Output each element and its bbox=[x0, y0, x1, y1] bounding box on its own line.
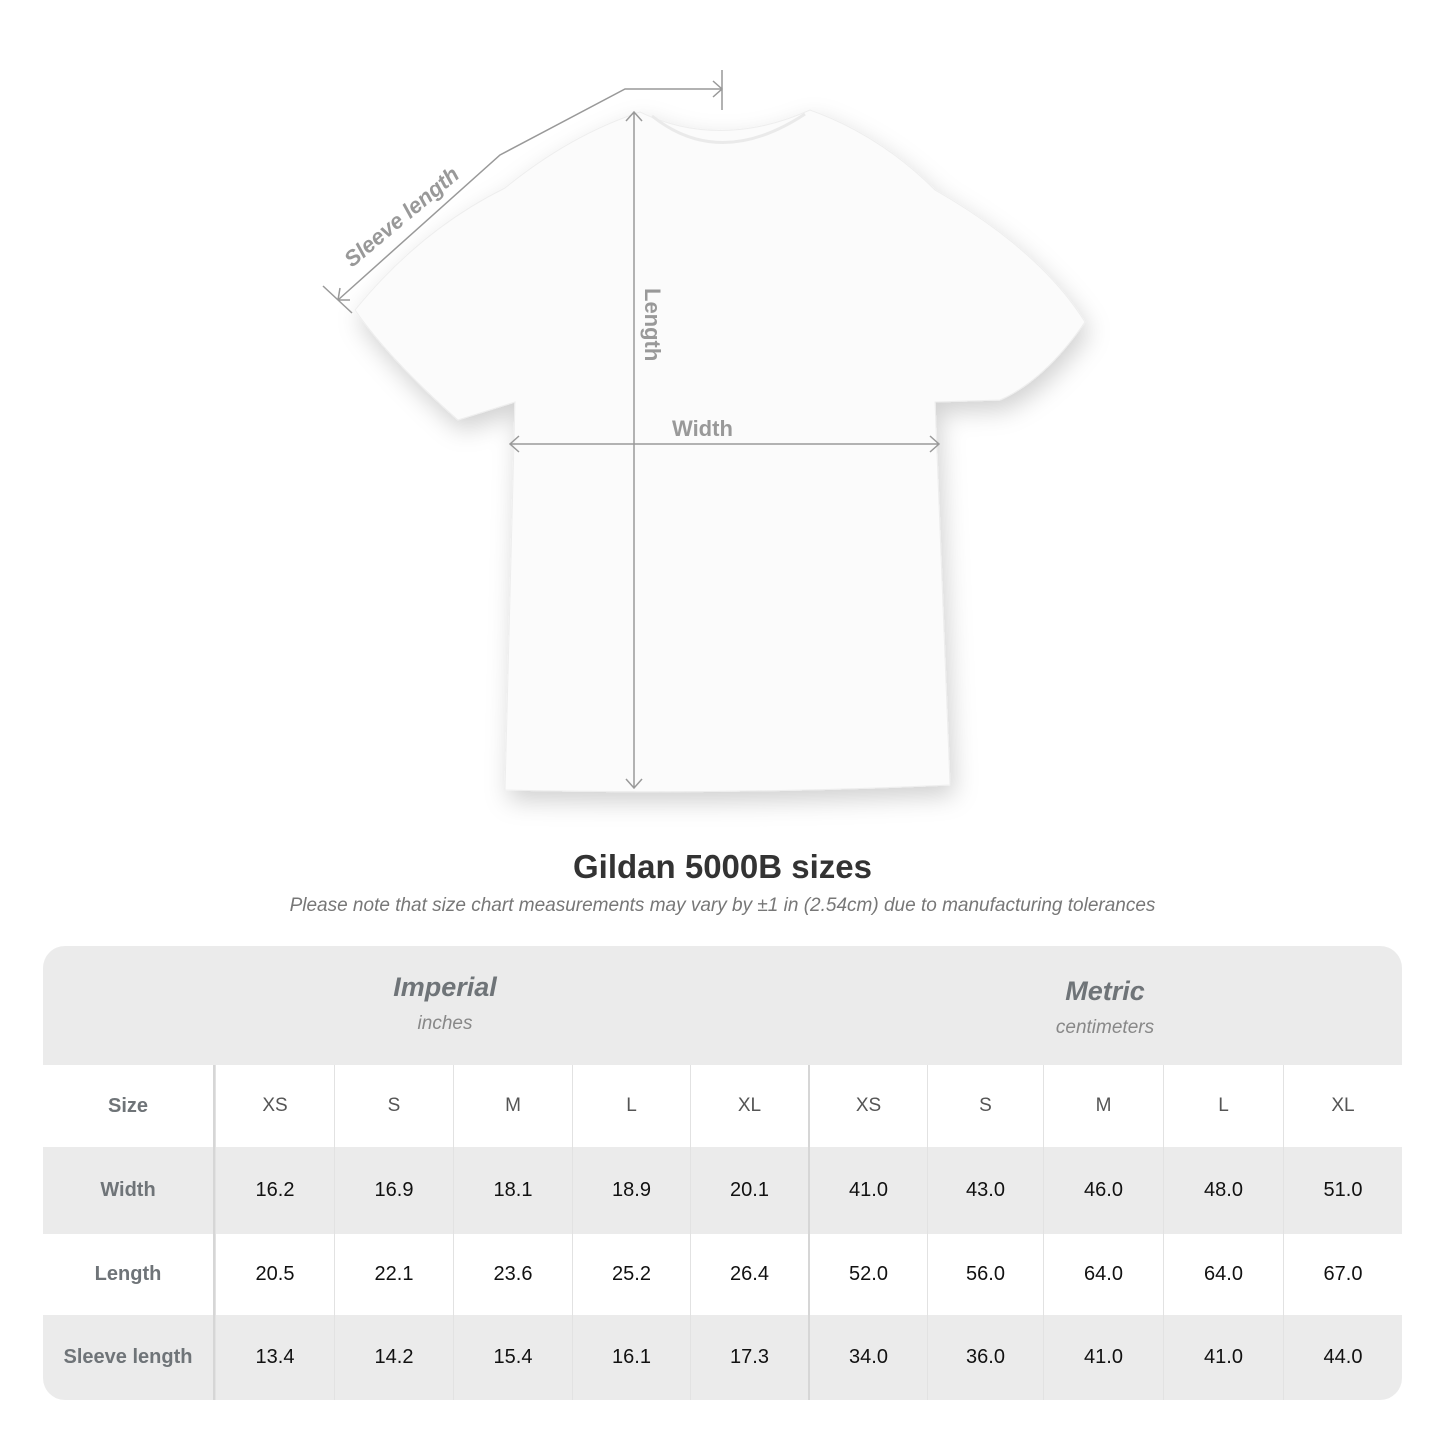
tshirt-shape bbox=[354, 109, 1086, 793]
tolerance-note: Please note that size chart measurements… bbox=[289, 895, 1156, 916]
page-title: Gildan 5000B sizes bbox=[573, 848, 872, 885]
metric-value: 43.0 bbox=[927, 1147, 1043, 1234]
metric-value: 64.0 bbox=[1043, 1234, 1163, 1315]
size-header: L bbox=[572, 1065, 690, 1147]
metric-value: 51.0 bbox=[1283, 1147, 1402, 1234]
metric-header: Metric centimeters bbox=[808, 976, 1402, 1039]
table-row: Length 20.5 22.1 23.6 25.2 26.4 52.0 56.0 64.0 64… bbox=[43, 1234, 1402, 1315]
imperial-value: 23.6 bbox=[453, 1234, 572, 1315]
imperial-value: 18.9 bbox=[572, 1147, 690, 1234]
metric-value: 34.0 bbox=[808, 1315, 927, 1400]
metric-unit: centimeters bbox=[1055, 1017, 1155, 1038]
imperial-value: 20.5 bbox=[215, 1234, 334, 1315]
imperial-value: 17.3 bbox=[690, 1315, 808, 1400]
size-header: XL bbox=[690, 1065, 808, 1147]
size-header: S bbox=[927, 1065, 1043, 1147]
imperial-title: Imperial bbox=[393, 972, 497, 1002]
imperial-value: 18.1 bbox=[453, 1147, 572, 1234]
imperial-value: 14.2 bbox=[334, 1315, 453, 1400]
size-table: Imperial inches Metric centimeters Size X… bbox=[43, 946, 1402, 1400]
imperial-value: 25.2 bbox=[572, 1234, 690, 1315]
size-header: M bbox=[453, 1065, 572, 1147]
metric-value: 44.0 bbox=[1283, 1315, 1402, 1400]
metric-value: 46.0 bbox=[1043, 1147, 1163, 1234]
length-label: Length bbox=[640, 288, 665, 361]
metric-value: 48.0 bbox=[1163, 1147, 1283, 1234]
imperial-value: 13.4 bbox=[215, 1315, 334, 1400]
size-row: Size XS S M L XL XS S M L XL bbox=[43, 1065, 1402, 1147]
table-row: Sleeve length 13.4 14.2 15.4 16.1 17.3 34.0 36.… bbox=[43, 1315, 1402, 1400]
size-header: XS bbox=[808, 1065, 927, 1147]
imperial-value: 20.1 bbox=[690, 1147, 808, 1234]
table-row: Width 16.2 16.9 18.1 18.9 20.1 41.0 43.0 46.0 48.… bbox=[43, 1147, 1402, 1234]
size-header: M bbox=[1043, 1065, 1163, 1147]
size-header: XS bbox=[215, 1065, 334, 1147]
width-label: Width bbox=[672, 416, 733, 441]
size-header: L bbox=[1163, 1065, 1283, 1147]
width-measure-line bbox=[508, 435, 941, 453]
imperial-value: 15.4 bbox=[453, 1315, 572, 1400]
sleeve-measure-line bbox=[337, 88, 722, 301]
metric-title: Metric bbox=[1065, 976, 1145, 1006]
imperial-value: 16.9 bbox=[334, 1147, 453, 1234]
row-label: Sleeve length bbox=[43, 1315, 215, 1400]
table-header: Imperial inches Metric centimeters bbox=[43, 946, 1402, 1065]
size-label: Size bbox=[43, 1065, 215, 1147]
length-measure-line bbox=[625, 110, 643, 790]
imperial-value: 16.1 bbox=[572, 1315, 690, 1400]
imperial-value: 22.1 bbox=[334, 1234, 453, 1315]
metric-value: 41.0 bbox=[1163, 1315, 1283, 1400]
imperial-unit: inches bbox=[417, 1013, 473, 1034]
metric-value: 41.0 bbox=[1043, 1315, 1163, 1400]
size-header: XL bbox=[1283, 1065, 1402, 1147]
size-header: S bbox=[334, 1065, 453, 1147]
imperial-value: 26.4 bbox=[690, 1234, 808, 1315]
tshirt-diagram: Sleeve length Length Width bbox=[322, 70, 1086, 793]
imperial-header: Imperial inches bbox=[215, 972, 675, 1035]
metric-value: 41.0 bbox=[808, 1147, 927, 1234]
metric-value: 64.0 bbox=[1163, 1234, 1283, 1315]
row-label: Width bbox=[43, 1147, 215, 1234]
row-label: Length bbox=[43, 1234, 215, 1315]
metric-value: 36.0 bbox=[927, 1315, 1043, 1400]
metric-value: 52.0 bbox=[808, 1234, 927, 1315]
metric-value: 56.0 bbox=[927, 1234, 1043, 1315]
imperial-value: 16.2 bbox=[215, 1147, 334, 1234]
metric-value: 67.0 bbox=[1283, 1234, 1402, 1315]
